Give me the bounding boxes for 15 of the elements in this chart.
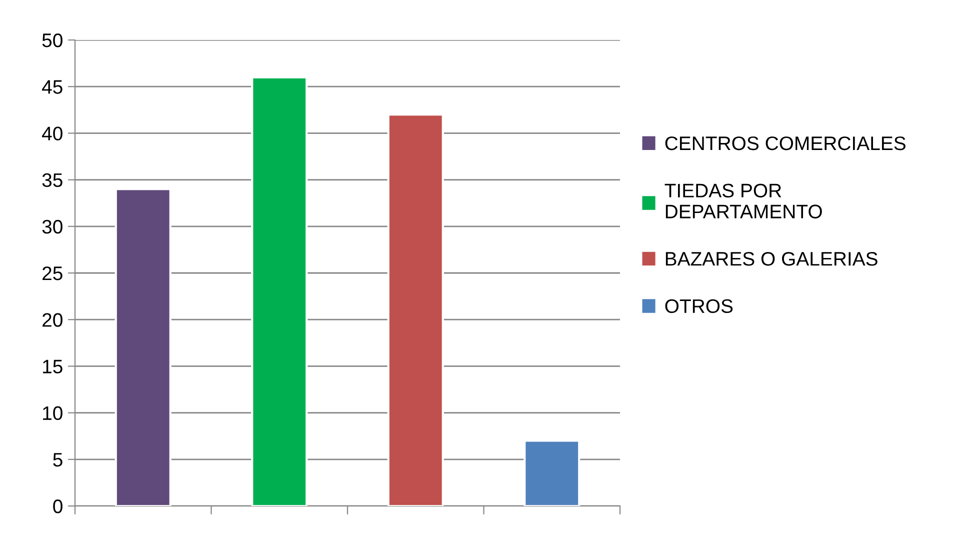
y-tick-label: 50 [42, 33, 62, 48]
y-tick-label: 10 [43, 406, 62, 420]
y-tick-label: 45 [42, 80, 62, 94]
legend-label: TIEDAS POR DEPARTAMENTO [664, 184, 822, 218]
y-tick-label: 35 [42, 173, 62, 188]
legend-label: BAZARES O GALERIAS [666, 252, 878, 266]
y-tick-label: 0 [53, 499, 62, 514]
y-tick-label: 20 [42, 313, 62, 327]
y-tick-label: 5 [53, 453, 62, 467]
y-tick-label: 15 [43, 360, 62, 374]
legend-label: CENTROS COMERCIALES [665, 136, 906, 150]
y-tick-label: 40 [42, 126, 62, 140]
y-tick-label: 25 [42, 266, 62, 280]
y-tick-label: 30 [42, 220, 62, 234]
legend-label: OTROS [665, 299, 733, 314]
